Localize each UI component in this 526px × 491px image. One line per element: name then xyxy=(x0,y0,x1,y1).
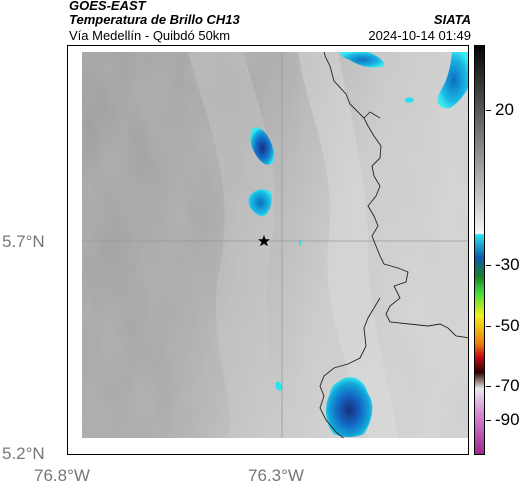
cbar-label-m90: -90 xyxy=(495,410,520,429)
department-border xyxy=(322,46,468,339)
cbar-label-m30: -30 xyxy=(495,255,520,274)
route-subtitle: Vía Medellín - Quibdó 50km xyxy=(69,28,231,43)
product-title: Temperatura de Brillo CH13 xyxy=(69,12,240,27)
cbar-label-20: 20 xyxy=(495,100,514,119)
map-canvas xyxy=(68,46,468,454)
cold-cloud-cells xyxy=(248,52,468,437)
cbar-tick-m30 xyxy=(486,265,491,266)
cbar-tick-20 xyxy=(486,110,491,111)
lon-label-west: 76.8°W xyxy=(34,466,90,485)
cbar-label-m50: -50 xyxy=(495,316,520,335)
lat-label-south: 5.2°N xyxy=(2,444,45,463)
agency-label: SIATA xyxy=(433,12,471,27)
lat-label-north: 5.7°N xyxy=(2,232,45,251)
timestamp-label: 2024-10-14 01:49 xyxy=(368,28,471,43)
department-border-south xyxy=(319,297,381,454)
cbar-tick-m70 xyxy=(486,386,491,387)
satellite-title: GOES-EAST xyxy=(69,0,146,13)
satellite-map[interactable] xyxy=(67,45,469,455)
cbar-label-m70: -70 xyxy=(495,376,520,395)
cbar-tick-m50 xyxy=(486,326,491,327)
lon-label-east: 76.3°W xyxy=(248,466,304,485)
cbar-tick-m90 xyxy=(486,420,491,421)
star-icon[interactable] xyxy=(258,235,270,247)
temperature-colorbar xyxy=(474,45,485,455)
